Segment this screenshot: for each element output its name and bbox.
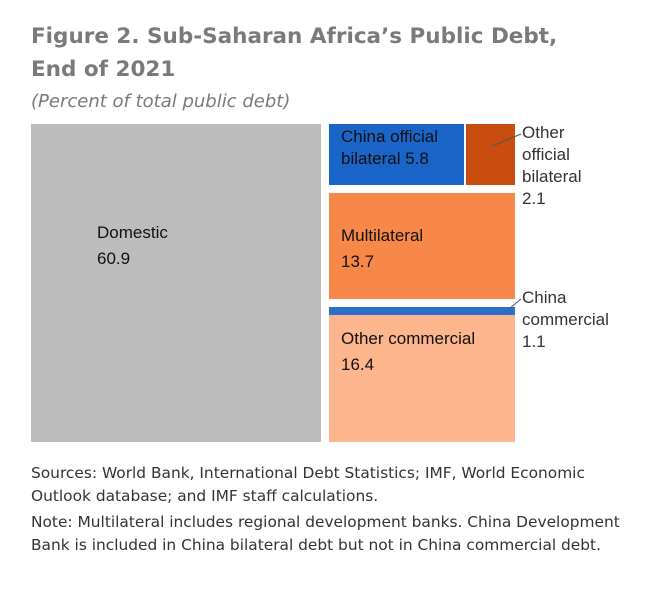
label-domestic: Domestic xyxy=(97,223,168,242)
segment-other-commercial xyxy=(329,315,515,442)
footnote: Note: Multilateral includes regional dev… xyxy=(31,513,620,554)
chart-title: Figure 2. Sub-Saharan Africa’s Public De… xyxy=(31,20,631,86)
chart-title-line-2: End of 2021 xyxy=(31,57,176,82)
chart-notes: Sources: World Bank, International Debt … xyxy=(31,462,631,560)
chart-title-line-1: Figure 2. Sub-Saharan Africa’s Public De… xyxy=(31,24,558,49)
segment-multilateral xyxy=(329,193,515,299)
label-other-official-bilateral-2: official xyxy=(522,145,570,164)
segment-china-commercial xyxy=(329,307,515,315)
segment-china-official-bilateral xyxy=(329,124,464,185)
leader-other-official-bilateral xyxy=(492,133,522,147)
label-china-commercial-2: commercial xyxy=(522,310,609,329)
segment-other-official-bilateral xyxy=(466,124,515,185)
chart-subtitle: (Percent of total public debt) xyxy=(31,91,291,112)
value-domestic: 60.9 xyxy=(97,249,130,268)
label-china-official-bilateral-2: bilateral 5.8 xyxy=(341,149,429,168)
label-china-official-bilateral-1: China official xyxy=(341,127,438,146)
label-other-official-bilateral-1: Other xyxy=(522,123,565,142)
label-other-official-bilateral-3: bilateral xyxy=(522,167,582,186)
treemap-chart: Domestic 60.9 China official bilateral 5.8 O… xyxy=(31,123,609,442)
value-other-commercial: 16.4 xyxy=(341,355,374,374)
label-china-commercial-3: 1.1 xyxy=(522,332,546,351)
label-other-commercial: Other commercial xyxy=(341,329,475,348)
value-multilateral: 13.7 xyxy=(341,252,374,271)
segment-domestic xyxy=(31,124,321,442)
label-china-commercial-1: China xyxy=(522,288,567,307)
label-other-official-bilateral-4: 2.1 xyxy=(522,189,546,208)
sources-note: Sources: World Bank, International Debt … xyxy=(31,464,585,505)
label-multilateral: Multilateral xyxy=(341,226,423,245)
leader-china-commercial xyxy=(508,298,522,310)
